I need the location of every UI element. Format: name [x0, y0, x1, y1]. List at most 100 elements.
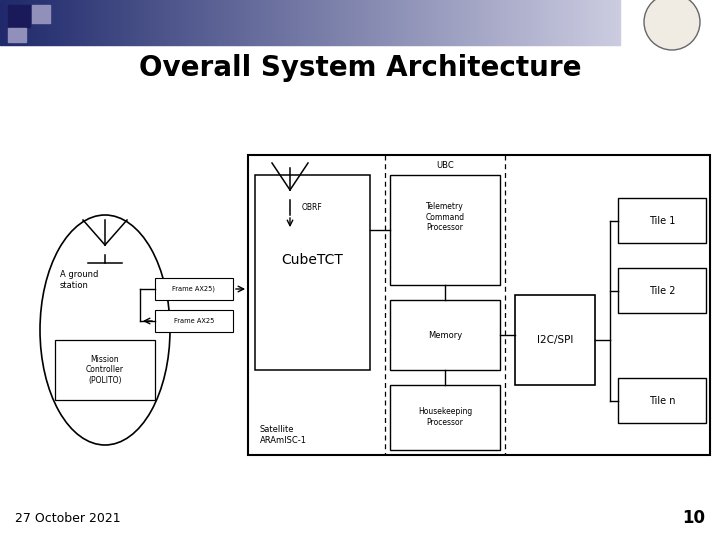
- Bar: [140, 0, 141, 45]
- Bar: [436, 0, 438, 45]
- Bar: [455, 0, 456, 45]
- Bar: [316, 0, 318, 45]
- Bar: [273, 0, 274, 45]
- Bar: [45, 0, 46, 45]
- Bar: [42, 0, 43, 45]
- Bar: [285, 0, 287, 45]
- Bar: [590, 0, 592, 45]
- Bar: [531, 0, 532, 45]
- Bar: [553, 0, 554, 45]
- Bar: [50, 0, 51, 45]
- Bar: [392, 0, 393, 45]
- Bar: [86, 0, 87, 45]
- Bar: [4, 0, 5, 45]
- Bar: [91, 0, 93, 45]
- Bar: [150, 0, 151, 45]
- Bar: [104, 0, 105, 45]
- Bar: [495, 0, 496, 45]
- Bar: [113, 0, 114, 45]
- Bar: [238, 0, 239, 45]
- Bar: [460, 0, 462, 45]
- Bar: [292, 0, 294, 45]
- Bar: [554, 0, 556, 45]
- Bar: [149, 0, 150, 45]
- Bar: [527, 0, 528, 45]
- Bar: [249, 0, 251, 45]
- Bar: [12, 0, 14, 45]
- Bar: [520, 0, 521, 45]
- Bar: [386, 0, 387, 45]
- Bar: [68, 0, 69, 45]
- Bar: [449, 0, 450, 45]
- Bar: [433, 0, 434, 45]
- Bar: [154, 0, 155, 45]
- Bar: [215, 0, 216, 45]
- Bar: [605, 0, 606, 45]
- Bar: [109, 0, 110, 45]
- Bar: [186, 0, 187, 45]
- Bar: [326, 0, 328, 45]
- Bar: [376, 0, 377, 45]
- Bar: [446, 0, 448, 45]
- Bar: [66, 0, 67, 45]
- Bar: [11, 0, 12, 45]
- Bar: [565, 0, 567, 45]
- Bar: [474, 0, 475, 45]
- Bar: [465, 0, 467, 45]
- Bar: [618, 378, 706, 423]
- Bar: [261, 0, 263, 45]
- Bar: [284, 0, 285, 45]
- Bar: [500, 0, 501, 45]
- Bar: [422, 0, 423, 45]
- Bar: [426, 0, 428, 45]
- Bar: [143, 0, 144, 45]
- Bar: [350, 0, 351, 45]
- Bar: [398, 0, 400, 45]
- Bar: [508, 0, 510, 45]
- Bar: [139, 0, 140, 45]
- Bar: [220, 0, 221, 45]
- Bar: [324, 0, 325, 45]
- Bar: [387, 0, 388, 45]
- Bar: [542, 0, 543, 45]
- Bar: [32, 0, 34, 45]
- Bar: [476, 0, 477, 45]
- Bar: [390, 0, 391, 45]
- Bar: [163, 0, 165, 45]
- Bar: [366, 0, 367, 45]
- Text: Frame AX25: Frame AX25: [174, 318, 214, 324]
- Bar: [510, 0, 511, 45]
- Bar: [512, 0, 513, 45]
- Bar: [309, 0, 310, 45]
- Bar: [216, 0, 217, 45]
- Bar: [459, 0, 460, 45]
- Bar: [314, 0, 315, 45]
- Bar: [549, 0, 551, 45]
- Bar: [2, 0, 4, 45]
- Bar: [294, 0, 295, 45]
- Bar: [598, 0, 599, 45]
- Bar: [318, 0, 319, 45]
- Bar: [135, 0, 136, 45]
- Bar: [129, 0, 130, 45]
- Bar: [390, 175, 500, 285]
- Bar: [371, 0, 372, 45]
- Bar: [118, 0, 119, 45]
- Bar: [243, 0, 244, 45]
- Bar: [174, 0, 175, 45]
- Bar: [450, 0, 451, 45]
- Bar: [20, 0, 21, 45]
- Bar: [491, 0, 492, 45]
- Bar: [87, 0, 88, 45]
- Bar: [32, 5, 50, 23]
- Bar: [328, 0, 330, 45]
- Bar: [93, 0, 94, 45]
- Bar: [253, 0, 254, 45]
- Bar: [534, 0, 536, 45]
- Bar: [310, 0, 311, 45]
- Bar: [232, 0, 233, 45]
- Bar: [47, 0, 48, 45]
- Bar: [574, 0, 575, 45]
- Bar: [541, 0, 542, 45]
- Bar: [558, 0, 559, 45]
